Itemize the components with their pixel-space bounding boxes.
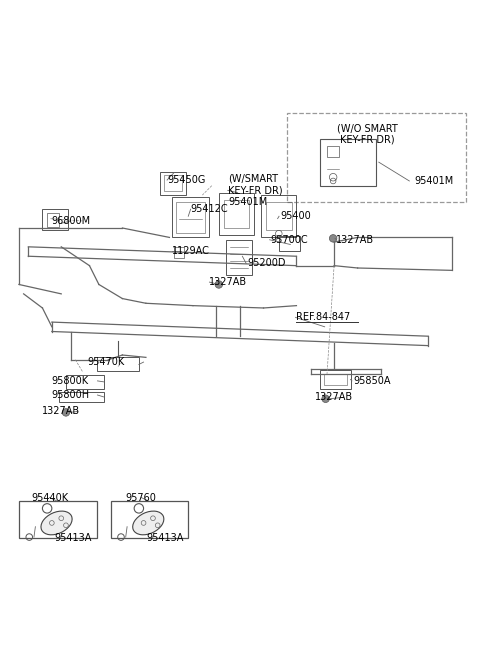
Text: 95700C: 95700C [271, 235, 308, 245]
Bar [160, 172, 186, 195]
Text: 1129AC: 1129AC [172, 245, 210, 256]
Text: REF.84-847: REF.84-847 [297, 312, 351, 322]
Bar [279, 237, 300, 251]
Text: 95470K: 95470K [87, 357, 124, 367]
Bar [320, 370, 350, 389]
Text: 1327AB: 1327AB [315, 392, 353, 402]
Bar [164, 175, 182, 192]
Circle shape [322, 395, 329, 402]
Bar [172, 198, 209, 237]
Text: 1327AB: 1327AB [42, 406, 81, 416]
Circle shape [215, 280, 223, 288]
Text: 95400: 95400 [280, 211, 311, 221]
Text: 95440K: 95440K [31, 493, 68, 503]
Text: 96800M: 96800M [52, 216, 91, 226]
Bar [320, 139, 376, 186]
Text: 1327AB: 1327AB [209, 277, 248, 287]
Text: 95800K: 95800K [52, 376, 89, 386]
Text: 95200D: 95200D [247, 259, 286, 269]
Bar [219, 193, 254, 235]
Bar [261, 195, 297, 237]
Bar [266, 202, 292, 230]
Text: 95413A: 95413A [54, 534, 92, 544]
Bar [174, 247, 183, 258]
Bar [59, 392, 104, 402]
Text: 1327AB: 1327AB [336, 235, 374, 245]
Bar [66, 375, 104, 389]
Bar [19, 501, 96, 538]
Bar [226, 240, 252, 275]
Ellipse shape [41, 511, 72, 535]
Text: 95760: 95760 [126, 493, 156, 503]
Text: (W/O SMART
KEY-FR DR): (W/O SMART KEY-FR DR) [336, 123, 397, 145]
Circle shape [329, 235, 337, 242]
Text: 95413A: 95413A [146, 534, 183, 544]
Bar [224, 200, 250, 228]
Text: (W/SMART
KEY-FR DR)
95401M: (W/SMART KEY-FR DR) 95401M [228, 174, 283, 207]
Bar [177, 202, 204, 233]
Circle shape [62, 408, 70, 416]
Text: 95412C: 95412C [191, 204, 228, 214]
Text: 95800H: 95800H [52, 390, 90, 400]
Bar [42, 210, 68, 230]
Bar [96, 357, 139, 371]
Text: 95401M: 95401M [414, 176, 453, 186]
Bar [287, 113, 466, 202]
Text: 95450G: 95450G [167, 175, 205, 185]
Bar [324, 374, 347, 385]
Bar [327, 146, 339, 157]
Ellipse shape [132, 511, 164, 535]
Bar [110, 501, 188, 538]
Text: 95850A: 95850A [353, 376, 390, 386]
Bar [47, 213, 59, 227]
